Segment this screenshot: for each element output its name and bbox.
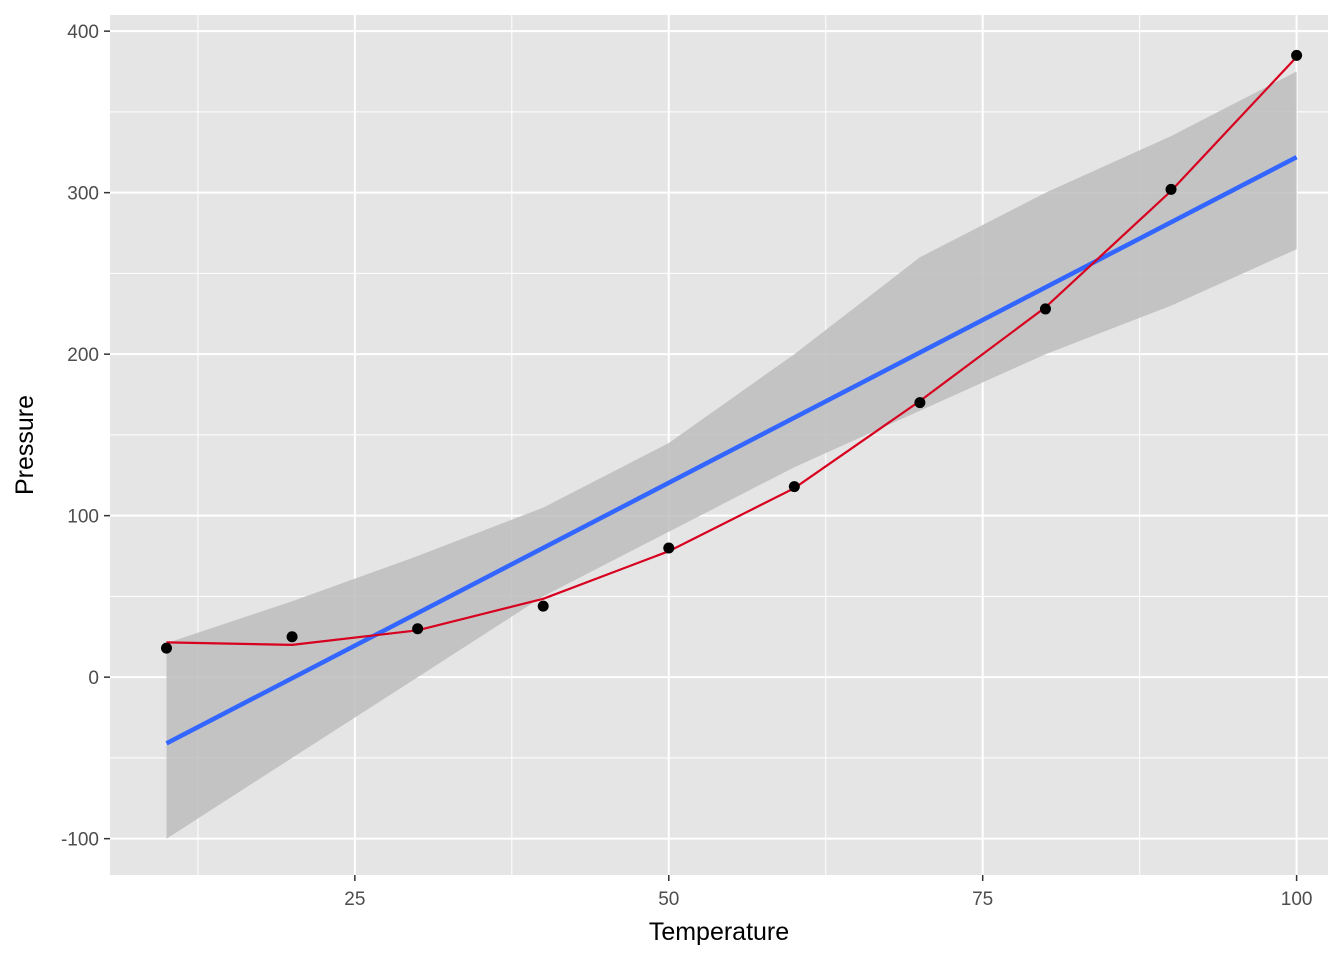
x-tick-label: 100 — [1281, 889, 1313, 910]
y-tick-label: 200 — [67, 345, 99, 366]
data-point — [537, 600, 549, 612]
data-point — [663, 542, 675, 554]
x-tick-label: 25 — [344, 889, 365, 910]
linear-fit-line — [165, 155, 1298, 746]
y-tick-label: 0 — [88, 668, 99, 689]
data-point — [1039, 303, 1051, 315]
confidence-band-layer — [166, 71, 1297, 839]
data-point — [1291, 49, 1303, 61]
smooth-line-layer — [166, 56, 1298, 647]
points-layer — [161, 49, 1303, 654]
y-axis-ticks: -100 0 100 200 300 400 — [61, 22, 110, 851]
data-point — [412, 623, 424, 635]
y-tick-label: 100 — [67, 507, 99, 528]
y-tick-label: -100 — [61, 830, 99, 851]
data-point — [286, 631, 298, 643]
x-axis-ticks: 25 50 75 100 — [344, 875, 1312, 910]
confidence-band — [166, 71, 1297, 839]
y-tick-label: 400 — [67, 22, 99, 43]
data-point — [1165, 183, 1177, 195]
x-tick-label: 75 — [972, 889, 993, 910]
y-axis-title: Pressure — [11, 395, 39, 495]
data-point — [788, 481, 800, 493]
data-point — [914, 397, 926, 409]
x-tick-label: 50 — [658, 889, 679, 910]
linear-fit-layer — [165, 155, 1298, 746]
x-axis-title: Temperature — [649, 918, 789, 946]
y-tick-label: 300 — [67, 184, 99, 205]
smooth-line — [166, 56, 1298, 647]
data-point — [161, 642, 173, 654]
